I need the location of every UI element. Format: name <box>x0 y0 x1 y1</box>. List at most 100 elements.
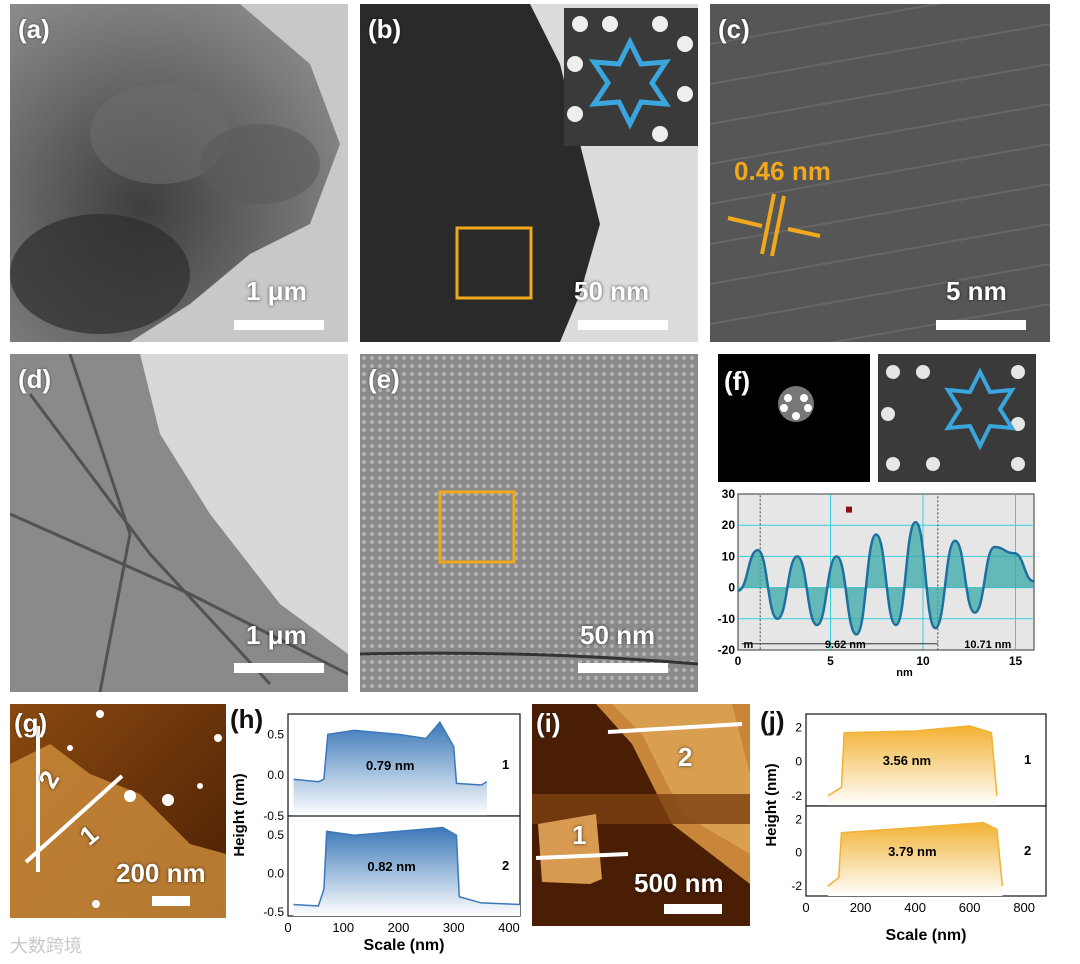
afm-line-2-i <box>607 722 743 734</box>
jchart-series-label: 1 <box>1024 752 1031 767</box>
panel-d-tem-image: (d) 1 μm <box>10 354 348 692</box>
hchart-ytick-label: 0.0 <box>267 867 284 881</box>
jchart-area-0 <box>827 725 997 806</box>
jchart-yaxis-label: Height (nm) <box>763 763 780 846</box>
panel-a-tem-image: (a) 1 μm <box>10 4 348 342</box>
hchart-xtick-label: 200 <box>388 920 410 935</box>
afm-line-label-2-i: 2 <box>678 742 693 772</box>
afm-image-g <box>10 704 226 918</box>
jchart-series-label: 2 <box>1024 843 1031 858</box>
panel-label-e: (e) <box>368 364 400 394</box>
star-structure-f <box>944 367 1016 451</box>
panel-label-j: (j) <box>760 706 785 736</box>
f-marker <box>846 506 852 513</box>
panel-h: 0.5 0.0 -0.5 0.79 nm 1 0.5 0.0 -0.5 0.82 nm 2 0 100… <box>230 700 530 956</box>
tem-image-a <box>10 4 348 342</box>
f-annotation: 10.71 nm <box>964 639 1011 651</box>
lattice-arrow-right <box>787 227 821 238</box>
jchart-ytick-label: 2 <box>795 721 802 735</box>
jchart-thickness-label: 3.79 nm <box>888 844 936 859</box>
hchart-area-0 <box>293 722 487 816</box>
tem-image-d <box>10 354 348 692</box>
afm-image-i <box>532 704 750 926</box>
inset-pattern-b <box>567 16 693 142</box>
lattice-spacing-label: 0.46 nm <box>734 156 831 186</box>
jchart-ytick-label: 2 <box>795 812 802 826</box>
highlight-box-b <box>455 226 533 300</box>
hchart-series-label: 2 <box>502 858 509 873</box>
tem-image-b <box>360 4 698 342</box>
panel-label-a: (a) <box>18 14 50 44</box>
hchart-ytick-label: 0.5 <box>267 727 284 741</box>
panel-j: 2 0 -2 3.56 nm 1 2 0 -2 3.79 nm 2 0 200 400 600 800 Sca… <box>760 700 1056 948</box>
star-structure-b <box>589 36 671 130</box>
jchart-xtick-label: 800 <box>1013 900 1035 915</box>
jchart-ytick-label: -2 <box>791 789 802 803</box>
afm-line-1-g <box>24 774 124 864</box>
f-xtick-label: 15 <box>1009 654 1023 668</box>
scale-label-e: 50 nm <box>580 620 656 650</box>
scale-bar-e <box>578 663 668 673</box>
f-ytick-label: 0 <box>728 581 735 595</box>
panel-i-afm-image: (i) 1 2 500 nm <box>532 704 750 926</box>
hchart-line-0 <box>293 720 488 786</box>
jchart-line-1 <box>827 821 1004 887</box>
hchart-yaxis-label: Height (nm) <box>231 773 248 856</box>
f-profile-line <box>737 520 1035 636</box>
j-profile-chart: 20-23.56 nm 120-23.79 nm 20 200 400 600 800Sca… <box>763 713 1047 944</box>
panel-label-c: (c) <box>718 14 750 44</box>
f-xtick-label: 0 <box>735 654 742 668</box>
afm-line-label-1-i: 1 <box>572 820 587 850</box>
scale-label-b: 50 nm <box>574 276 650 306</box>
scale-label-c: 5 nm <box>946 276 1007 306</box>
scale-bar-g <box>152 896 190 906</box>
panel-label-g: (g) <box>14 708 48 738</box>
hchart-xtick-label: 100 <box>332 920 354 935</box>
jchart-xaxis-label: Scale (nm) <box>886 927 967 944</box>
panel-f: (f) 30 20 10 0 -10 -20 0 5 10 15 nm m 9.62 nm 10.71 n… <box>718 354 1036 688</box>
jchart-line-0 <box>827 725 998 797</box>
highlight-box-e <box>438 490 516 564</box>
scale-bar-a <box>234 320 324 330</box>
h-profile-chart: 0.5 0.0 -0.5 0.79 nm 1 0.5 0.0 -0.5 0.82 nm 2 0 100… <box>231 713 521 954</box>
jchart-area-1 <box>827 822 1003 896</box>
hchart-series-label: 1 <box>502 757 509 772</box>
f-ytick-label: -10 <box>718 612 735 626</box>
panel-e-tem-image: (e) 50 nm <box>360 354 698 692</box>
f-annotation: m <box>744 639 754 651</box>
jchart-xtick-label: 400 <box>904 900 926 915</box>
tem-image-c <box>710 4 1050 342</box>
f-xaxis-label: nm <box>896 667 913 679</box>
jchart-xtick-label: 0 <box>802 900 809 915</box>
panel-c-tem-image: (c) 0.46 nm 5 nm <box>710 4 1050 342</box>
panel-b-tem-image: (b) 50 nm <box>360 4 698 342</box>
panel-g-afm-image: (g) 2 1 200 nm <box>10 704 226 918</box>
panel-label-h: (h) <box>230 704 264 734</box>
panel-label-i: (i) <box>536 708 561 738</box>
jchart-ytick-label: -2 <box>791 879 802 893</box>
f-xtick-label: 10 <box>916 654 930 668</box>
jchart-ytick-label: 0 <box>795 846 802 860</box>
scale-label-g: 200 nm <box>116 858 206 888</box>
jchart-ytick-label: 0 <box>795 755 802 769</box>
scale-bar-b <box>578 320 668 330</box>
hchart-ytick-label: 0.5 <box>267 828 284 842</box>
jchart-thickness-label: 3.56 nm <box>883 753 931 768</box>
lattice-arrow-left <box>727 216 763 228</box>
f-ytick-label: 30 <box>722 488 736 501</box>
hchart-ytick-label: -0.5 <box>263 809 284 823</box>
jchart-xtick-label: 600 <box>959 900 981 915</box>
scale-label-d: 1 μm <box>246 620 307 650</box>
hchart-xtick-label: 0 <box>284 920 291 935</box>
jchart-xtick-label: 200 <box>850 900 872 915</box>
scale-bar-i <box>664 904 722 914</box>
hchart-xtick-label: 400 <box>498 920 520 935</box>
scale-bar-d <box>234 663 324 673</box>
scale-bar-c <box>936 320 1026 330</box>
scale-label-i: 500 nm <box>634 868 724 898</box>
tem-image-e <box>360 354 698 692</box>
afm-line-1-i <box>535 852 629 860</box>
lattice-line-2 <box>770 195 786 257</box>
hchart-xaxis-label: Scale (nm) <box>364 937 445 954</box>
